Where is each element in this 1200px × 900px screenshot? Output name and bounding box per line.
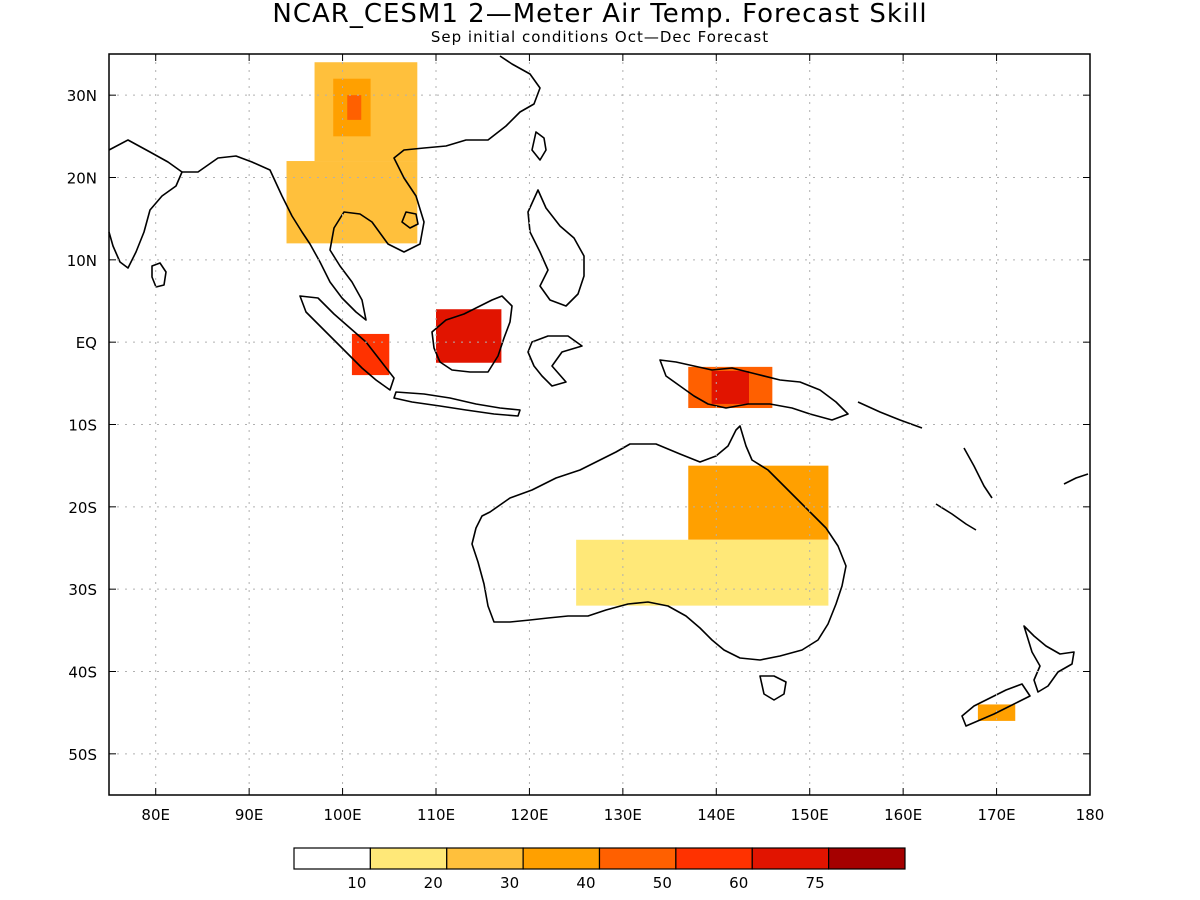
colorbar-label: 20 [424,874,443,892]
coastline-new-guinea [659,359,849,421]
skill-region-new-guinea-core [711,370,749,404]
coastline-southeast-asia [182,55,541,321]
lat-tick-label: 20S [68,499,97,517]
coastline-borneo [431,295,513,373]
skill-region-yunnan-core [347,95,362,120]
colorbar-swatch [446,847,524,870]
coastline-india [108,139,183,269]
colorbar-label: 40 [576,874,595,892]
lon-tick-label: 170E [978,806,1016,824]
skill-region-sumatra [351,333,390,376]
lat-tick-label: 30N [67,87,97,105]
lat-tick-label: EQ [76,334,97,352]
lat-tick-label: 10S [68,417,97,435]
coastline-layer [108,55,1089,727]
skill-region-australia-interior [576,539,829,606]
lon-tick-label: 80E [141,806,170,824]
lon-tick-label: 120E [510,806,548,824]
lon-tick-label: 150E [791,806,829,824]
coastline-nz-south [961,683,1031,727]
colorbar-swatch [828,847,906,870]
colorbar-swatch [369,847,448,870]
lon-tick-label: 160E [884,806,922,824]
lat-tick-label: 30S [68,581,97,599]
colorbar-swatch [675,847,753,870]
coastline-sulawesi [527,335,583,387]
colorbar-label: 60 [729,874,748,892]
lat-tick-label: 50S [68,746,97,764]
coastline-new-caledonia [935,503,977,531]
coastline-solomons [857,401,923,429]
colorbar-label: 30 [500,874,519,892]
colorbar-swatch [522,847,601,870]
coastline-nz-north [1023,625,1075,693]
coastline-australia [471,425,847,661]
coastline-hainan [401,211,419,229]
skill-region-queensland [688,465,829,540]
coastline-taiwan [531,131,547,161]
colorbar-swatch [751,847,830,870]
coastline-fiji [1063,473,1089,485]
colorbar-label: 50 [653,874,672,892]
lon-tick-label: 100E [324,806,362,824]
map-title: NCAR_CESM1 2—Meter Air Temp. Forecast Sk… [272,0,928,29]
axis-labels: 30N 20N 10N EQ 10S 20S 30S 40S 50S 80E 90E 100E 110E… [67,87,1105,824]
skill-region-borneo [436,309,502,363]
skill-region-indochina [286,161,418,244]
coastline-tasmania [759,675,787,701]
lat-tick-label: 20N [67,170,97,188]
colorbar-swatch [598,847,677,870]
coastline-philippines [527,189,585,307]
map-subtitle: Sep initial conditions Oct—Dec Forecast [430,28,770,46]
colorbar-label: 10 [347,874,366,892]
colorbar-swatch [293,847,371,870]
lat-tick-label: 40S [68,664,97,682]
graticule [109,54,1091,795]
coastline-sumatra [299,295,395,391]
lon-tick-label: 180 [1076,806,1105,824]
coastline-vanuatu [963,447,993,499]
lon-tick-label: 130E [604,806,642,824]
coastline-sri-lanka [151,262,167,288]
lat-tick-label: 10N [67,252,97,270]
axis-ticks [109,54,1091,795]
lon-tick-label: 140E [697,806,735,824]
lon-tick-label: 110E [417,806,455,824]
colorbar: 10 20 30 40 50 60 75 [293,847,906,892]
skill-fill-layer [286,62,1016,721]
lon-tick-label: 90E [235,806,264,824]
coastline-java [393,391,521,417]
colorbar-label: 75 [806,874,825,892]
